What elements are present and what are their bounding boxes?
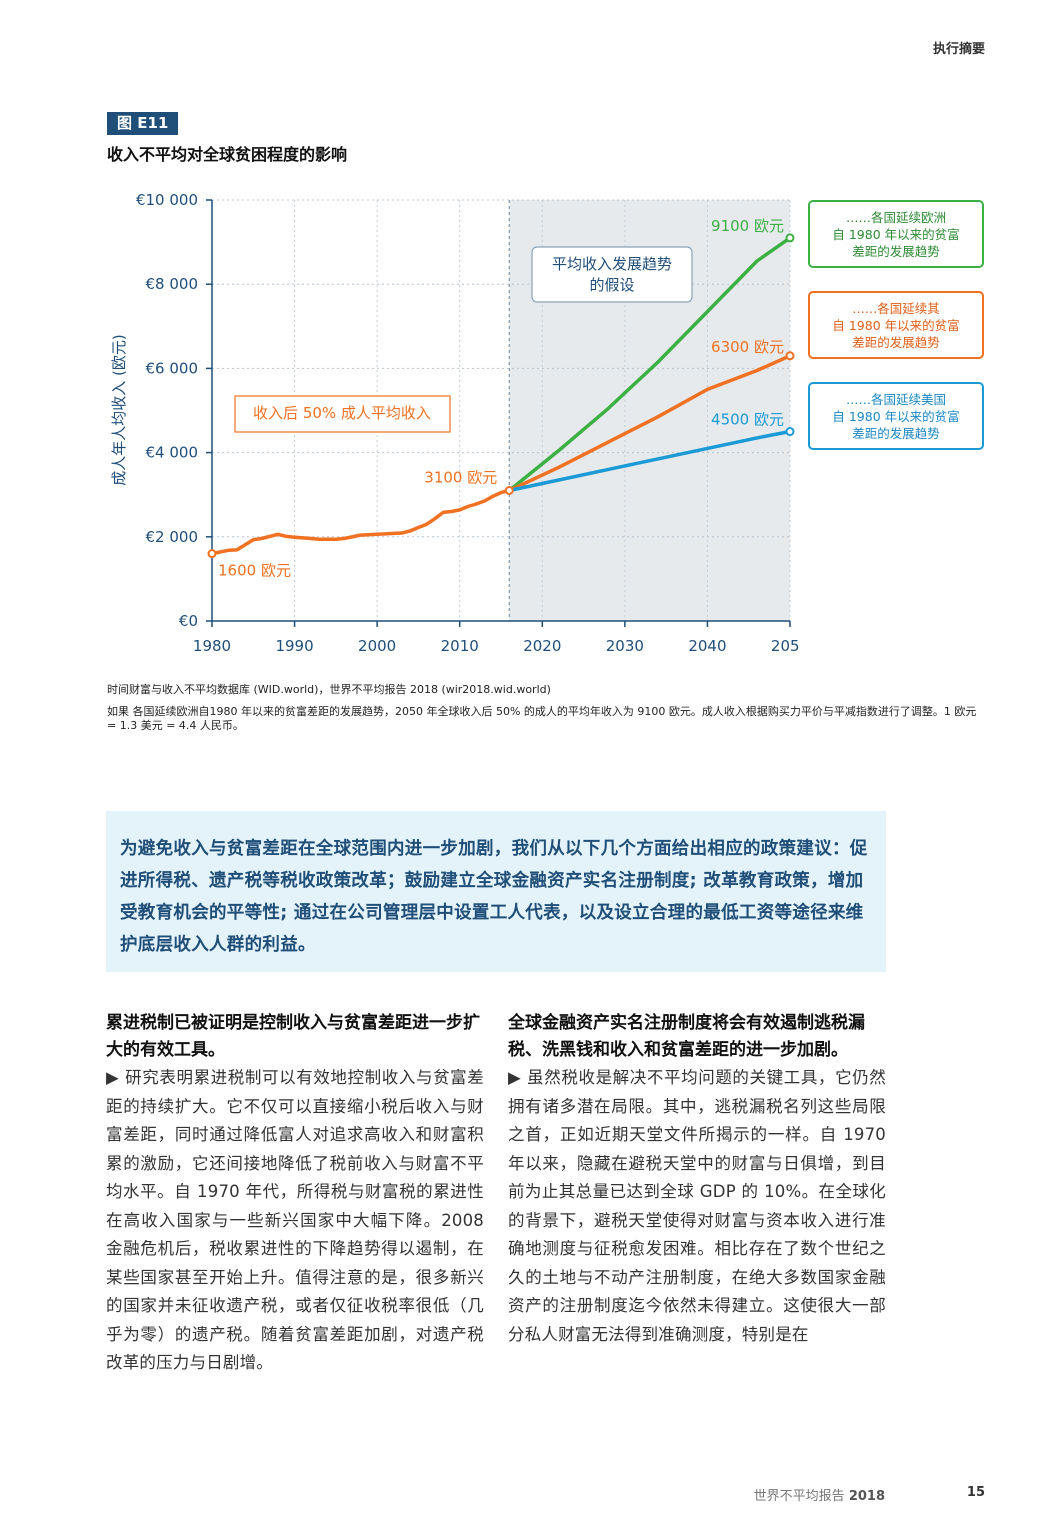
projection-series-line: [507, 236, 792, 493]
legend-line: 自 1980 年以来的贫富: [832, 318, 960, 333]
policy-callout-text: 为避免收入与贫富差距在全球范围内进一步加剧，我们从以下几个方面给出相应的政策建议…: [120, 839, 868, 955]
x-tick-label: 2000: [358, 637, 396, 655]
y-tick-label: €6 000: [146, 359, 199, 377]
legend-line: ……各国延续其: [852, 301, 940, 316]
figure-label: 图 E11: [107, 112, 179, 135]
projection-series-line: [507, 354, 792, 493]
footer-report-year: 2018: [848, 1489, 885, 1504]
assumption-label-line2: 的假设: [589, 276, 634, 294]
x-tick-label: 2040: [688, 637, 726, 655]
y-axis-label: 成人年人均收入 (欧元): [110, 334, 128, 485]
x-tick-label: 2030: [606, 637, 644, 655]
y-tick-label: €4 000: [146, 444, 199, 462]
left-column-body: ▶ 研究表明累进税制可以有效地控制收入与贫富差距的持续扩大。它不仅可以直接缩小税…: [106, 1068, 484, 1372]
bottom50-label-box: [234, 395, 451, 433]
x-tick-label: 2020: [523, 637, 561, 655]
legend-europe-trend: ……各国延续欧洲 自 1980 年以来的贫富 差距的发展趋势: [808, 200, 984, 268]
right-column: 全球金融资产实名注册制度将会有效遏制逃税漏税、洗黑钱和收入和贫富差距的进一步加剧…: [508, 1010, 886, 1349]
y-tick-label: €0: [179, 612, 198, 630]
legend-line: 自 1980 年以来的贫富: [832, 409, 960, 424]
figure-title: 收入不平均对全球贫困程度的影响: [107, 145, 348, 164]
assumption-label-line1: 平均收入发展趋势: [552, 255, 672, 273]
right-column-body: ▶ 虽然税收是解决不平均问题的关键工具，它仍然拥有诸多潜在局限。其中，逃税漏税名…: [508, 1068, 886, 1344]
y-tick-label: €2 000: [146, 528, 199, 546]
page-number: 15: [966, 1485, 985, 1500]
x-tick-label: 2010: [441, 637, 479, 655]
x-tick-label: 1980: [193, 637, 231, 655]
footer-report-name: 世界不平均报告: [753, 1489, 845, 1504]
legend-line: 差距的发展趋势: [852, 244, 940, 259]
income-projection-chart: €0 €2 000 €4 000 €6 000 €8 000 €10 000 1980 19…: [110, 191, 800, 655]
data-label: 6300 欧元: [711, 338, 784, 356]
historical-series-line: [210, 488, 512, 556]
policy-callout-box: 为避免收入与贫富差距在全球范围内进一步加剧，我们从以下几个方面给出相应的政策建议…: [106, 811, 886, 972]
x-tick-label: 2050: [771, 637, 800, 655]
y-tick-label: €10 000: [136, 191, 198, 209]
data-label: 1600 欧元: [218, 562, 291, 580]
figure-source-note: 时间财富与收入不平均数据库 (WID.world)，世界不平均报告 2018 (…: [107, 683, 551, 696]
left-column: 累进税制已被证明是控制收入与贫富差距进一步扩大的有效工具。 ▶ 研究表明累进税制…: [106, 1010, 484, 1378]
legend-line: 差距的发展趋势: [852, 426, 940, 441]
data-label: 3100 欧元: [424, 468, 497, 486]
data-point: [504, 485, 514, 495]
data-point: [207, 549, 217, 559]
x-tick-label: 1990: [275, 637, 313, 655]
left-column-heading: 累进税制已被证明是控制收入与贫富差距进一步扩大的有效工具。: [106, 1013, 480, 1060]
figure-footnote: 如果 各国延续欧洲自1980 年以来的贫富差距的发展趋势，2050 年全球收入后…: [107, 705, 977, 732]
legend-line: 自 1980 年以来的贫富: [832, 227, 960, 242]
data-point: [785, 233, 795, 243]
legend-line: ……各国延续欧洲: [845, 210, 946, 225]
data-label: 4500 欧元: [711, 411, 784, 429]
legend-usa-trend: ……各国延续美国 自 1980 年以来的贫富 差距的发展趋势: [808, 382, 984, 450]
right-column-heading: 全球金融资产实名注册制度将会有效遏制逃税漏税、洗黑钱和收入和贫富差距的进一步加剧…: [508, 1013, 865, 1060]
running-header-section: 执行摘要: [932, 42, 985, 57]
legend-line: ……各国延续美国: [845, 392, 946, 407]
projection-series-line: [507, 429, 792, 493]
data-point: [785, 351, 795, 361]
legend-line: 差距的发展趋势: [852, 335, 940, 350]
data-label: 9100 欧元: [711, 217, 784, 235]
y-tick-label: €8 000: [146, 275, 199, 293]
bottom50-label: 收入后 50% 成人平均收入: [253, 404, 431, 422]
assumption-label-box: [531, 246, 693, 303]
data-point: [785, 427, 795, 437]
legend-own-trend: ……各国延续其 自 1980 年以来的贫富 差距的发展趋势: [808, 291, 984, 359]
footer-report-title: 世界不平均报告 2018: [754, 1485, 885, 1504]
